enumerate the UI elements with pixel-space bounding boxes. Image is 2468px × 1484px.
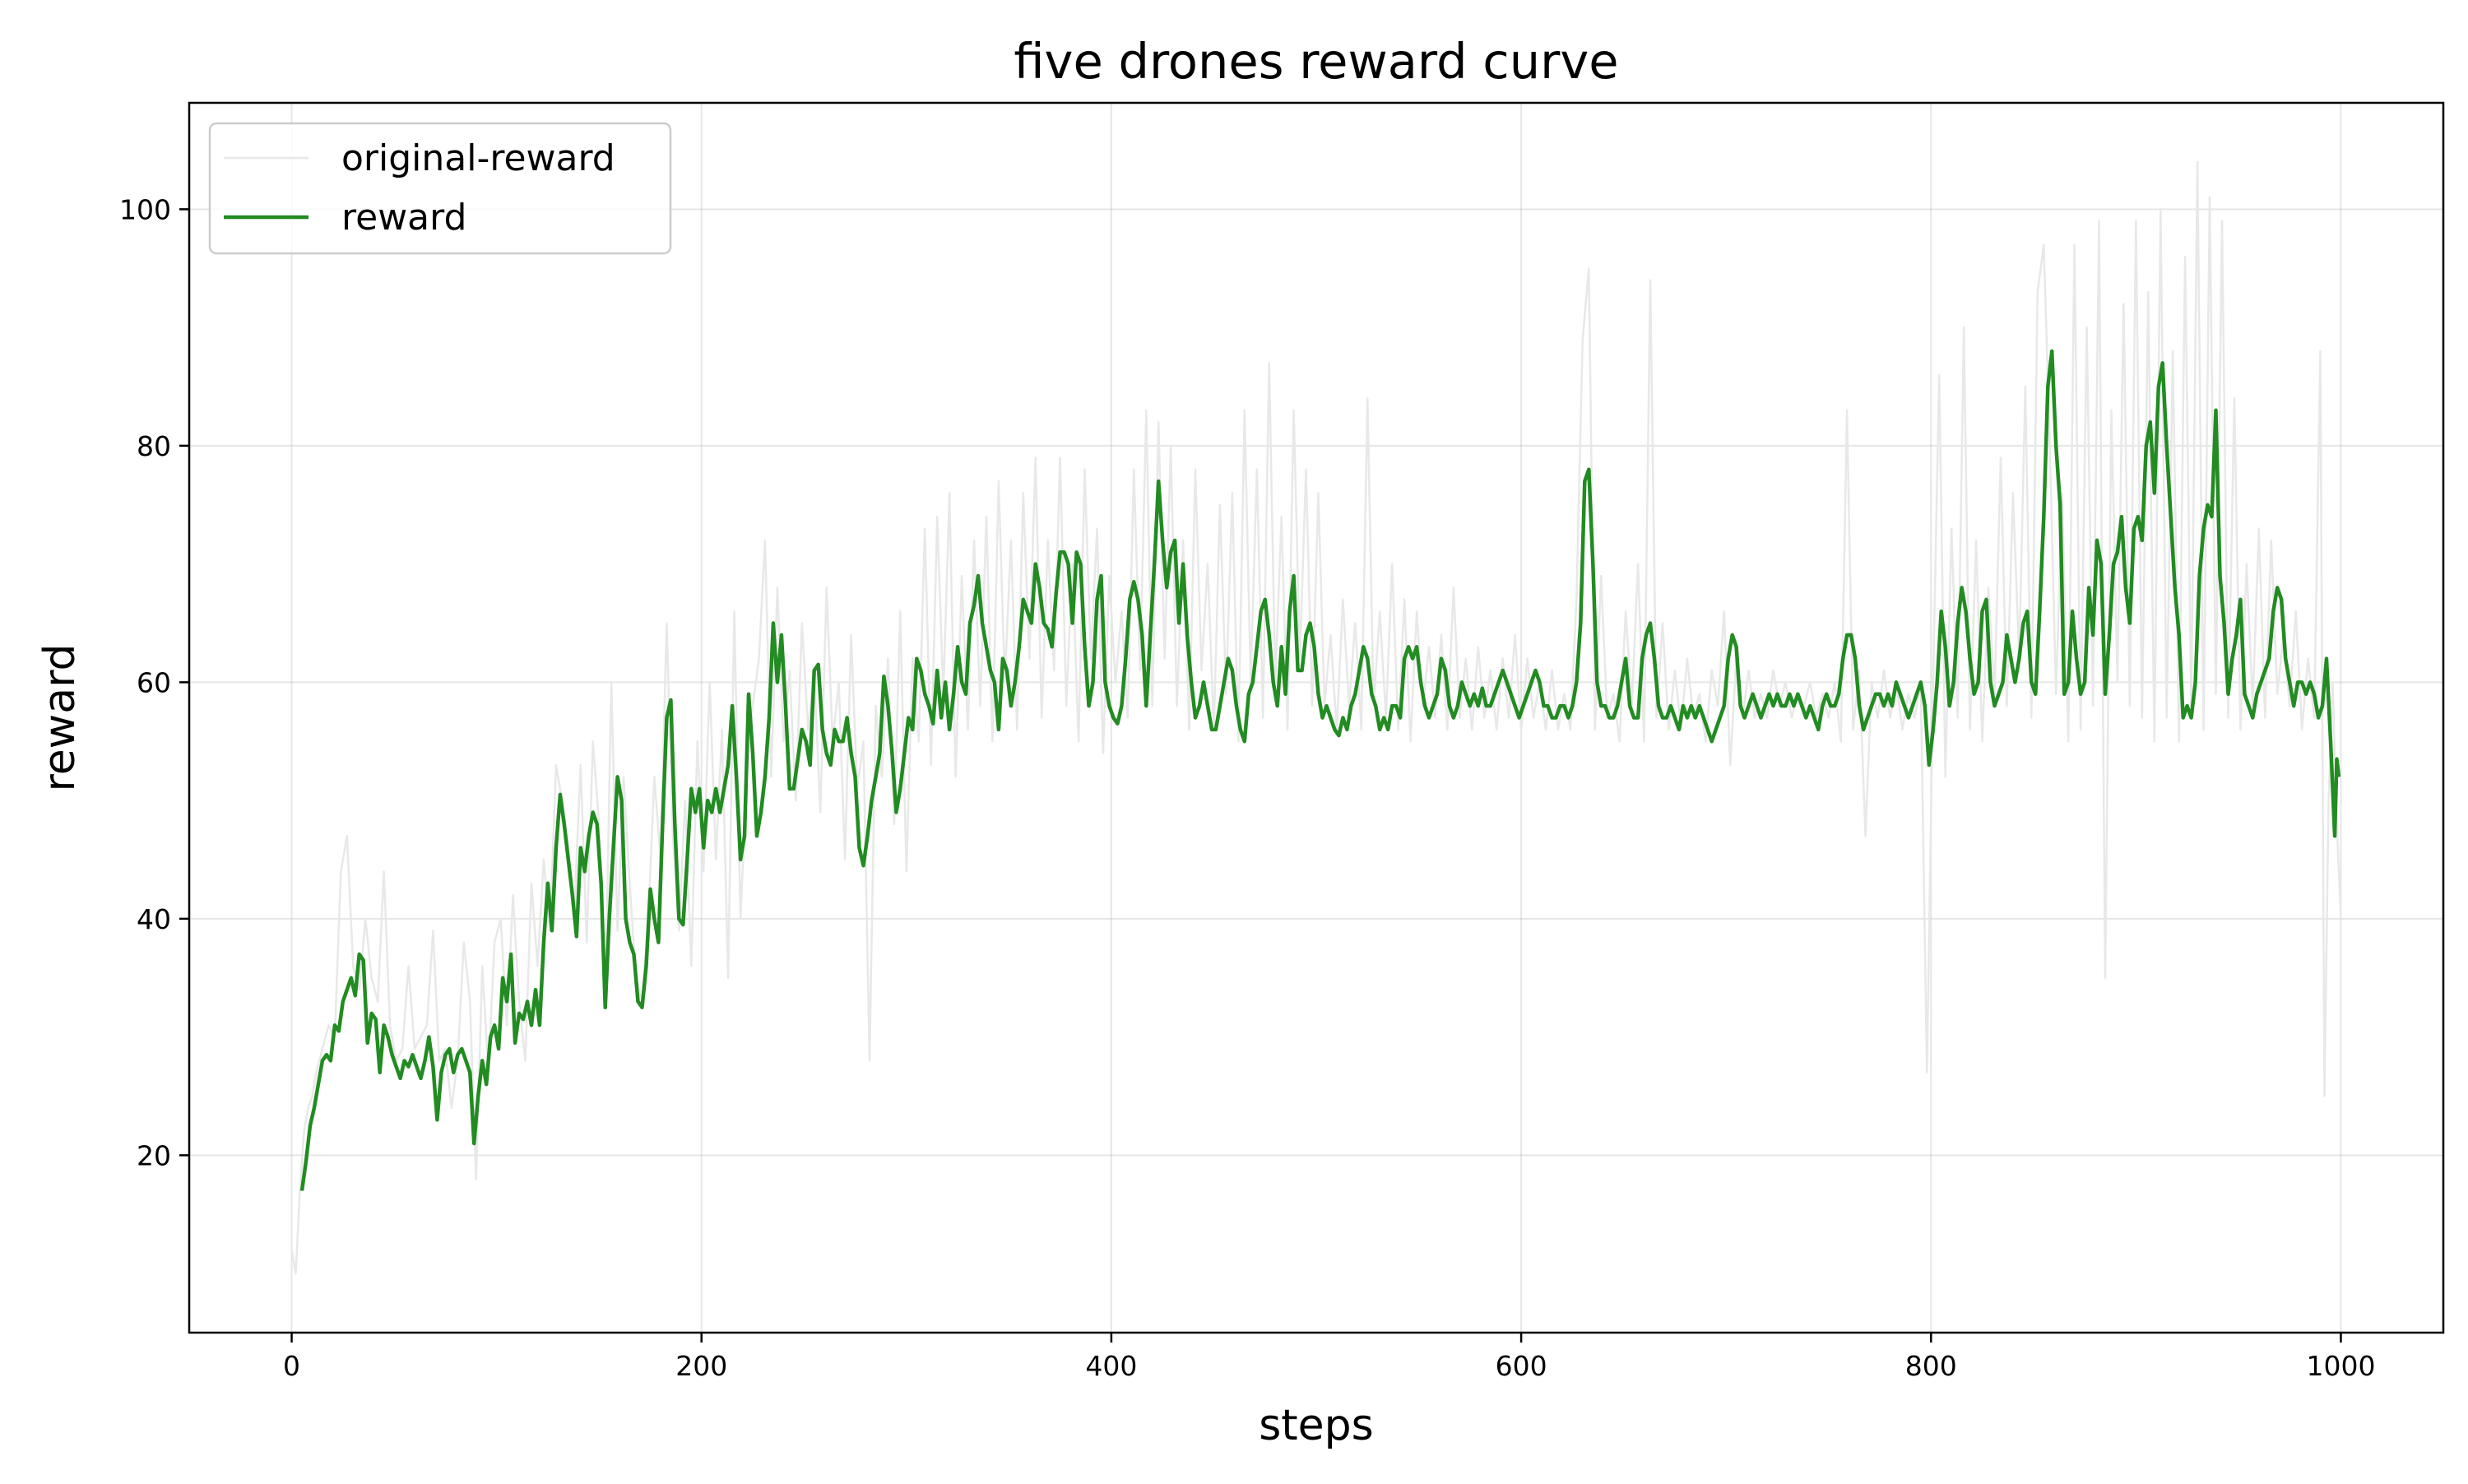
chart-title: five drones reward curve	[1014, 33, 1618, 90]
x-tick-label: 200	[675, 1350, 727, 1382]
y-tick-label: 40	[137, 903, 171, 935]
y-tick-label: 100	[119, 193, 171, 225]
legend-label: reward	[341, 197, 466, 239]
y-axis-title: reward	[35, 643, 85, 791]
axis-ticks: 0 200 400 600 800 1000 20 40 60 80 100	[119, 193, 2375, 1382]
series-layer	[290, 160, 2342, 1275]
legend-box	[208, 122, 672, 255]
x-tick-label: 800	[1905, 1350, 1957, 1382]
x-tick-label: 1000	[2306, 1350, 2375, 1382]
reward-line	[299, 349, 2341, 1191]
x-tick-label: 600	[1496, 1350, 1547, 1382]
y-tick-label: 20	[137, 1139, 171, 1171]
legend-label: original-reward	[341, 137, 615, 179]
y-tick-label: 60	[137, 666, 171, 698]
y-tick-label: 80	[137, 430, 171, 462]
legend: original-reward reward	[208, 122, 672, 255]
axes-frame	[188, 101, 2445, 1334]
x-axis-title: steps	[1259, 1401, 1374, 1450]
grid-lines	[189, 103, 2443, 1333]
x-tick-label: 400	[1085, 1350, 1137, 1382]
x-tick-label: 0	[283, 1350, 300, 1382]
